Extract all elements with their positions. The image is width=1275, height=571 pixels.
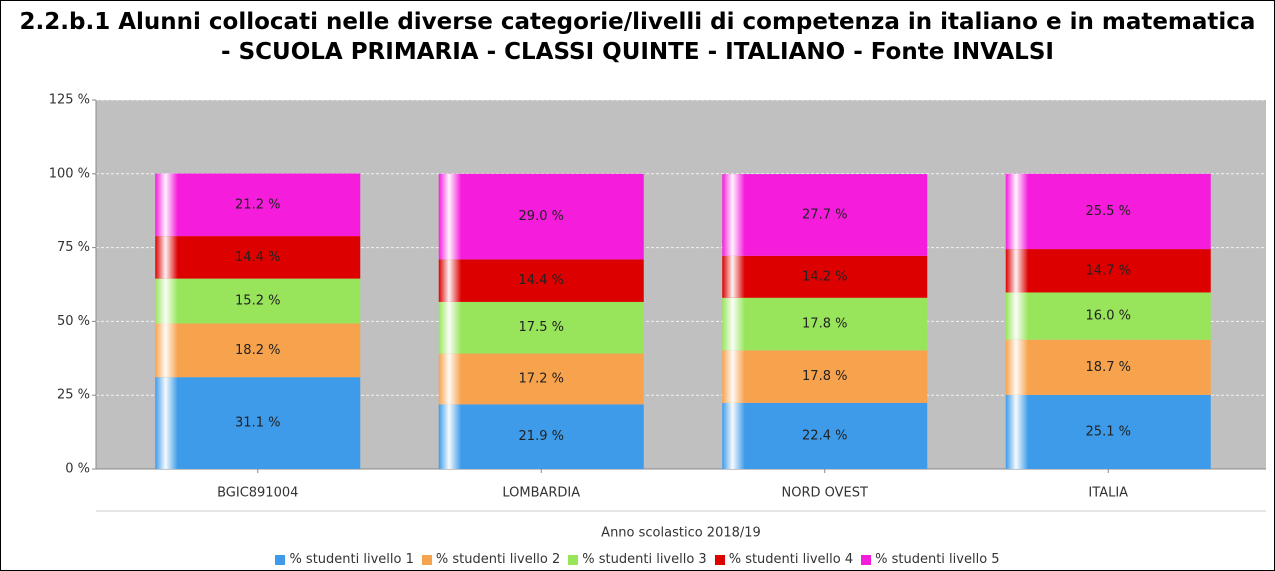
legend-item: % studenti livello 4: [714, 552, 854, 567]
x-tick-label: NORD OVEST: [782, 486, 868, 501]
bar-shine: [1005, 292, 1211, 340]
data-label: 25.5 %: [1086, 204, 1131, 219]
y-tick-label: 25 %: [57, 388, 90, 403]
legend-label: % studenti livello 5: [875, 552, 1000, 567]
data-label: 17.8 %: [802, 369, 847, 384]
data-label: 25.1 %: [1086, 424, 1131, 439]
chart-title: 2.2.b.1 Alunni collocati nelle diverse c…: [19, 9, 1256, 65]
data-label: 14.7 %: [1086, 263, 1131, 278]
legend-swatch: [568, 554, 579, 565]
data-label: 21.2 %: [235, 197, 280, 212]
data-label: 17.8 %: [802, 317, 847, 332]
data-label: 14.2 %: [802, 269, 847, 284]
legend-swatch: [714, 554, 725, 565]
data-label: 18.2 %: [235, 343, 280, 358]
bar-shine: [722, 350, 928, 403]
data-label: 16.0 %: [1086, 309, 1131, 324]
bar-shine: [722, 255, 928, 298]
bar-shine: [155, 278, 361, 324]
bar-shine: [438, 259, 644, 302]
bar-shine: [722, 402, 928, 469]
bar-shine: [438, 301, 644, 354]
bar-shine: [155, 236, 361, 279]
bar-shine: [1005, 394, 1211, 469]
legend: % studenti livello 1 % studenti livello 2…: [1, 552, 1274, 567]
legend-item: % studenti livello 2: [421, 552, 561, 567]
legend-item: % studenti livello 3: [568, 552, 707, 567]
bar-shine: [155, 323, 361, 378]
x-axis-title: Anno scolastico 2018/19: [601, 526, 761, 541]
legend-swatch: [421, 554, 432, 565]
bar-shine: [1005, 339, 1211, 395]
data-label: 27.7 %: [802, 207, 847, 222]
bar-shine: [438, 353, 644, 405]
bar-shine: [438, 404, 644, 469]
data-label: 14.4 %: [235, 250, 280, 265]
legend-label: % studenti livello 3: [582, 552, 707, 567]
data-label: 18.7 %: [1086, 360, 1131, 375]
bar-shine: [438, 173, 644, 260]
data-label: 14.4 %: [519, 273, 564, 288]
legend-swatch: [275, 554, 286, 565]
bar-shine: [722, 297, 928, 351]
x-tick-label: ITALIA: [1088, 486, 1128, 501]
bar-shine: [1005, 249, 1211, 293]
data-label: 29.0 %: [519, 209, 564, 224]
y-tick-label: 125 %: [49, 93, 90, 108]
legend-label: % studenti livello 1: [289, 552, 414, 567]
y-tick-label: 75 %: [57, 240, 90, 255]
legend-label: % studenti livello 2: [435, 552, 561, 567]
legend-item: % studenti livello 1: [275, 552, 414, 567]
data-label: 17.2 %: [519, 371, 564, 386]
bar-shine: [1005, 173, 1211, 250]
bar-shine: [722, 174, 928, 256]
legend-item: % studenti livello 5: [861, 552, 1000, 567]
y-tick-label: 50 %: [57, 314, 90, 329]
data-label: 17.5 %: [519, 320, 564, 335]
legend-label: % studenti livello 4: [728, 552, 854, 567]
data-label: 21.9 %: [519, 429, 564, 444]
legend-swatch: [861, 554, 872, 565]
bar-shine: [155, 173, 361, 237]
y-tick-label: 0 %: [65, 462, 90, 477]
y-tick-label: 100 %: [49, 166, 90, 181]
data-label: 22.4 %: [802, 428, 847, 443]
x-tick-label: BGIC891004: [217, 486, 298, 501]
bar-shine: [155, 377, 361, 469]
data-label: 15.2 %: [235, 294, 280, 309]
x-tick-label: LOMBARDIA: [502, 486, 580, 501]
data-label: 31.1 %: [235, 416, 280, 431]
